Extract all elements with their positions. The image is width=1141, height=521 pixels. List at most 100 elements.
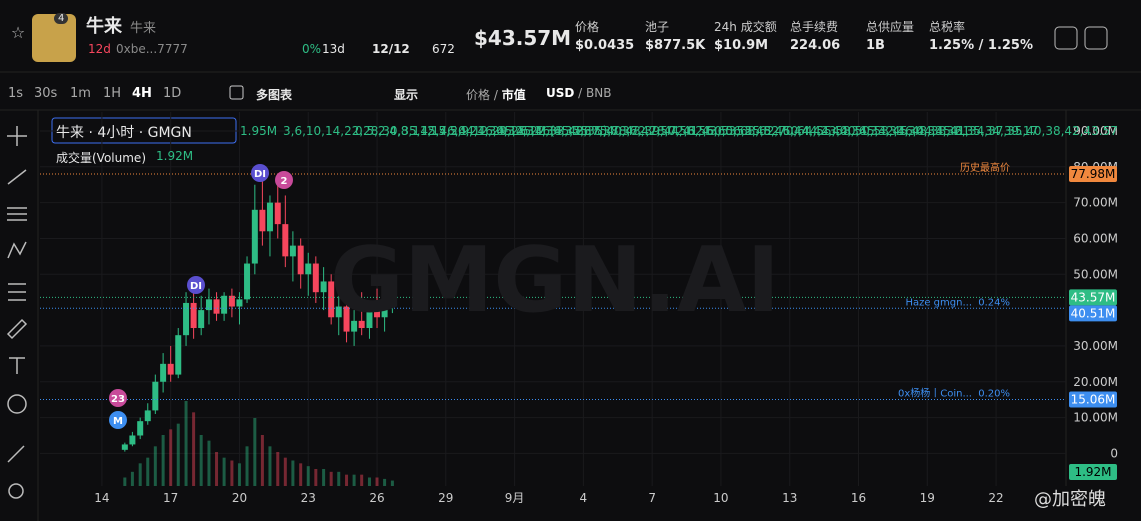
y-tick-label: 50.00M: [1073, 267, 1118, 281]
volume-bar: [360, 474, 364, 486]
interval[interactable]: 1H: [103, 86, 122, 101]
volume-bar: [138, 463, 142, 486]
x-tick-label: 14: [94, 491, 109, 505]
volume-now: 1.92M: [156, 149, 194, 163]
candle-body: [129, 435, 136, 445]
candle-body: [259, 209, 266, 232]
candle-body: [374, 310, 381, 318]
currency-toggle[interactable]: USD / BNB: [546, 86, 612, 100]
volume-bar: [123, 477, 127, 486]
y-tick-label: 0: [1110, 446, 1118, 460]
display[interactable]: 显示: [394, 88, 419, 102]
x-tick-label: 16: [851, 491, 866, 505]
x-tick-label: 4: [580, 491, 588, 505]
interval[interactable]: 1D: [163, 86, 182, 101]
volume-bar: [192, 412, 196, 486]
address[interactable]: 0xbe...7777: [116, 42, 188, 56]
volume-bar: [260, 435, 264, 486]
marker-label: 2: [281, 176, 288, 187]
marker: [109, 411, 127, 429]
stat-label: 总手续费: [790, 20, 839, 34]
volume-bar: [161, 435, 165, 486]
price-toggle[interactable]: 价格 / 市值: [466, 88, 526, 102]
y-tick-label: 10.00M: [1073, 411, 1118, 425]
volume-bar: [367, 477, 371, 486]
candle-body: [343, 306, 350, 332]
volume-bar: [383, 478, 387, 486]
legend-change: +1.61M (+3.86%): [499, 124, 608, 138]
y-tick-label: 60.00M: [1073, 231, 1118, 245]
stat-value: 224.06: [790, 38, 841, 53]
usd[interactable]: USD: [546, 86, 575, 100]
volume-bar: [253, 418, 257, 486]
candle-body: [152, 381, 159, 411]
interval[interactable]: 1m: [70, 86, 91, 101]
candle-body: [320, 281, 327, 293]
footer-watermark: @加密魄: [1034, 489, 1106, 510]
level-label: 40.51M: [1071, 306, 1116, 320]
legend-low: 0.5,2,4,8,11,17,20,21,30,32,33,36,37,37,…: [355, 124, 1039, 138]
candle-body: [381, 302, 388, 318]
volume-bar: [184, 401, 188, 486]
candle-body: [244, 263, 251, 300]
volume-bar: [230, 460, 234, 486]
marker: [275, 171, 293, 189]
bnb[interactable]: BNB: [586, 86, 612, 100]
level-tag: [1069, 305, 1117, 322]
tool-icons: [6, 126, 28, 499]
x-tick-label: 13: [782, 491, 797, 505]
stat-value: $10.9M: [714, 38, 769, 53]
interval[interactable]: 1s: [8, 86, 24, 101]
panel-btn[interactable]: [1084, 26, 1108, 50]
candle-body: [121, 444, 128, 450]
x-tick-label: 26: [369, 491, 384, 505]
multi-chart[interactable]: 多图表: [256, 88, 293, 102]
marker: [109, 389, 127, 407]
x-tick-label: 7: [648, 491, 656, 505]
interval[interactable]: 30s: [34, 86, 58, 101]
candle-body: [274, 202, 281, 225]
stat-value: $0.0435: [575, 38, 635, 53]
candle-body: [205, 299, 212, 311]
candle-body: [190, 302, 197, 329]
candle-body: [335, 306, 342, 318]
volume-bar: [153, 446, 157, 486]
legend-open: 1.95M: [240, 124, 278, 138]
stat-label: 总供应量: [866, 20, 915, 34]
stat-value: $877.5K: [645, 38, 706, 53]
volume-bar: [306, 466, 310, 486]
candle-body: [160, 363, 167, 382]
volume-bar: [146, 457, 150, 486]
volume-bar: [130, 471, 134, 486]
volume-bar: [245, 446, 249, 486]
level-label: 15.06M: [1071, 392, 1116, 406]
checkbox[interactable]: [229, 85, 244, 100]
candle-body: [251, 209, 258, 264]
mcap[interactable]: 市值: [501, 88, 526, 102]
alarm-btn[interactable]: [1054, 26, 1078, 50]
volume-bar: [215, 452, 219, 486]
volume-bar: [375, 477, 379, 486]
candle-body: [358, 320, 365, 329]
price[interactable]: 价格: [466, 88, 491, 102]
volume-bar: [345, 474, 349, 486]
age: 12d: [88, 42, 111, 56]
badge: 4: [54, 13, 69, 24]
candle-body: [221, 295, 228, 314]
candle-body: [305, 263, 312, 275]
market-cap: $43.57M: [474, 26, 572, 50]
volume-bar: [169, 429, 173, 486]
star-icon[interactable]: ☆: [11, 23, 25, 42]
volume-tag-label: 1.92M: [1074, 465, 1111, 479]
volume-bar: [237, 463, 241, 486]
level-pct: 0.24%: [978, 297, 1010, 308]
token-name: 牛来: [86, 16, 122, 37]
volume-title: 成交量(Volume): [56, 151, 146, 165]
legend-close: 2.5,5,9,12,20,25,22,33,42,35,40,43,39,44…: [427, 124, 1118, 138]
candle-body: [312, 263, 319, 293]
candle-body: [282, 224, 289, 257]
marker-label: 23: [111, 394, 125, 405]
candle-body: [137, 421, 144, 436]
candle-body: [144, 410, 151, 422]
interval[interactable]: 4H: [132, 86, 152, 101]
